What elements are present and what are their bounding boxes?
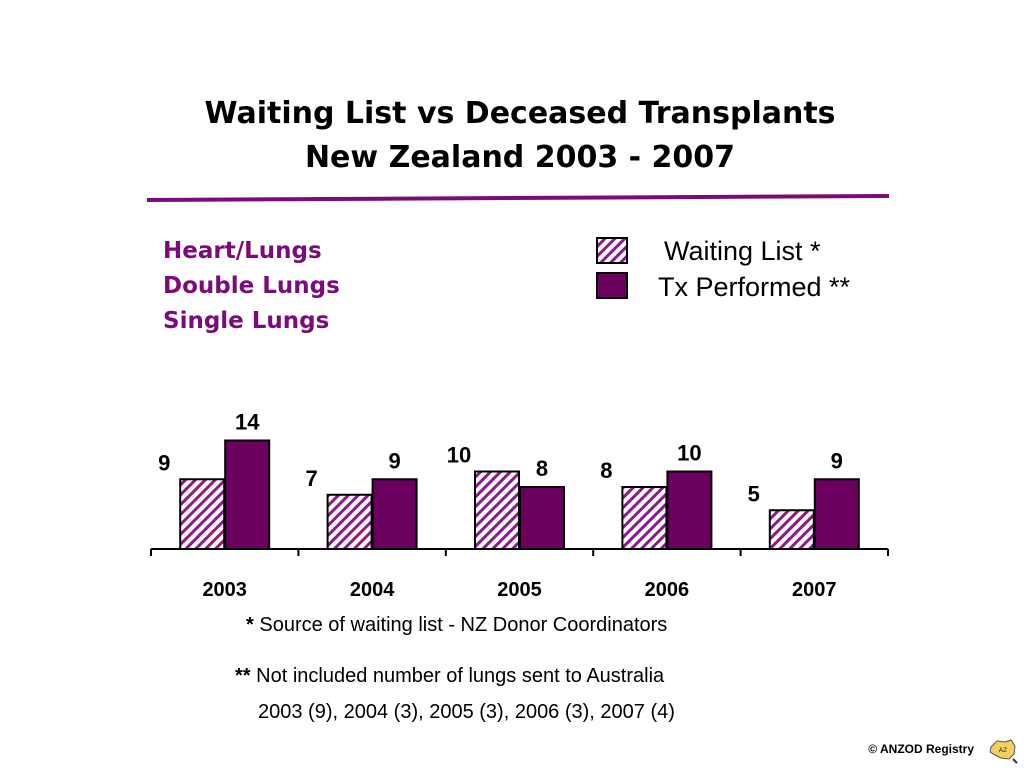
bar-tx-performed (371, 478, 418, 550)
data-label-waiting: 10 (447, 443, 471, 468)
bar-waiting-list (768, 509, 815, 550)
chart-title-line-2: New Zealand 2003 - 2007 (304, 140, 736, 175)
x-tick-label: 2006 (645, 579, 690, 601)
x-tick-label: 2007 (792, 579, 837, 601)
anzod-logo-icon: AZ (989, 739, 1018, 764)
bar-tx-performed (224, 439, 271, 550)
bar-waiting-list (621, 486, 668, 550)
data-label-performed: 9 (388, 448, 400, 473)
x-tick-label: 2005 (497, 579, 542, 601)
data-label-performed: 14 (235, 410, 260, 435)
bar-waiting-list (474, 470, 520, 550)
data-label-waiting: 8 (600, 458, 612, 483)
svg-text:AZ: AZ (999, 747, 1007, 754)
footnote-1-text: Source of waiting list - NZ Donor Coordi… (253, 614, 668, 636)
legend-label-performed: Tx Performed ** (658, 272, 851, 302)
category-double-lungs: Double Lungs (163, 273, 340, 299)
footnote-1: * Source of waiting list - NZ Donor Coor… (246, 614, 667, 637)
bar-waiting-list (179, 478, 226, 550)
data-label-performed: 8 (536, 456, 548, 481)
x-tick-label: 2003 (202, 579, 247, 601)
legend-label-waiting: Waiting List * (664, 236, 821, 266)
bar-waiting-list (326, 493, 373, 550)
copyright: © ANZOD Registry (868, 742, 974, 756)
footnote-2-detail: 2003 (9), 2004 (3), 2005 (3), 2006 (3), … (258, 701, 675, 723)
category-heart-lungs: Heart/Lungs (163, 238, 322, 264)
category-single-lungs: Single Lungs (163, 308, 330, 334)
footnote-2-text: Not included number of lungs sent to Aus… (250, 665, 665, 687)
data-label-performed: 9 (831, 448, 843, 473)
legend-swatch-performed (596, 272, 628, 299)
data-label-waiting: 5 (748, 481, 760, 506)
footnote-2: ** Not included number of lungs sent to … (235, 665, 664, 688)
bar-tx-performed (519, 486, 565, 550)
organ-categories: Heart/Lungs Double Lungs Single Lungs (163, 234, 340, 339)
chart-title-line-1: Waiting List vs Deceased Transplants (204, 96, 836, 131)
data-label-performed: 10 (677, 441, 701, 466)
bar-tx-performed (666, 470, 713, 550)
footnote-1-mark: * (246, 614, 254, 636)
bar-tx-performed (813, 478, 860, 550)
x-tick-label: 2004 (350, 579, 395, 601)
legend-swatch-waiting (596, 237, 628, 264)
data-label-waiting: 9 (158, 450, 170, 475)
footnote-2-mark: ** (235, 665, 251, 687)
data-label-waiting: 7 (305, 466, 317, 491)
